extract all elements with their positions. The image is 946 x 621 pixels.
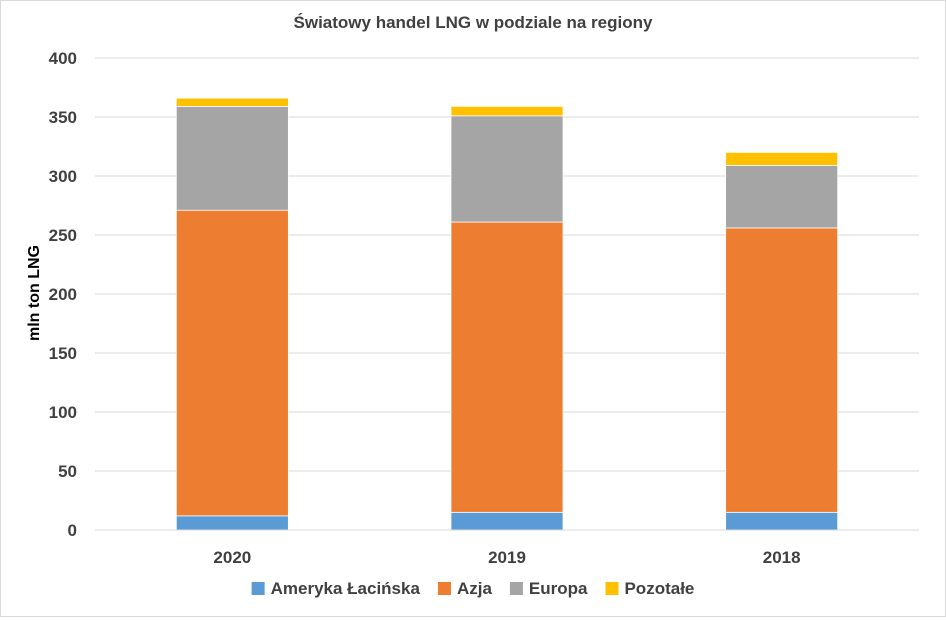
legend-label: Ameryka Łacińska [271,579,421,598]
bar-segment [450,511,564,531]
chart-title: Światowy handel LNG w podziale na region… [294,13,653,32]
bar-segment [450,221,564,513]
y-tick-label: 50 [58,462,77,481]
bar-segment [725,152,839,166]
legend-label: Azja [457,579,493,598]
x-category-label: 2018 [763,548,801,567]
y-axis-label: mln ton LNG [26,245,43,341]
y-tick-label: 400 [49,49,77,68]
legend-swatch [509,582,523,595]
legend-swatch [437,582,451,595]
bar-segment [175,106,289,211]
bar-segment [725,165,839,229]
y-tick-label: 150 [49,344,77,363]
x-category-label: 2020 [213,548,251,567]
bar-segment [725,227,839,513]
legend: Ameryka Łacińska Azja Europa Pozotałe [251,579,694,598]
y-tick-label: 100 [49,403,77,422]
y-tick-label: 250 [49,226,77,245]
y-tick-label: 200 [49,285,77,304]
bar-segment [450,106,564,117]
legend-label: Europa [529,579,588,598]
legend-label: Pozotałe [624,579,694,598]
bar-segment [175,97,289,107]
legend-swatch [251,582,265,595]
bar-segment [450,115,564,223]
x-category-label: 2019 [488,548,526,567]
y-tick-label: 300 [49,167,77,186]
y-tick-label: 0 [68,521,77,540]
bar-segment [175,515,289,531]
bars [175,97,839,531]
legend-swatch [605,582,619,595]
axes: 0 50 100 150 200 250 300 350 400 2020 2019 2018 [49,49,919,567]
bar-segment [725,511,839,531]
bar-segment [175,209,289,517]
y-tick-label: 350 [49,108,77,127]
